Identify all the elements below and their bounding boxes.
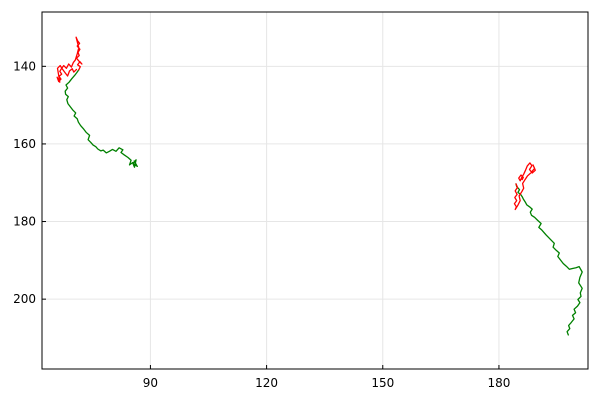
series-line-3 — [515, 183, 583, 336]
axis-ticks: 90 120 150 180 140 160 180 200 — [13, 59, 510, 390]
x-tick-label: 150 — [371, 376, 394, 390]
x-tick-label: 180 — [487, 376, 510, 390]
y-tick-label: 160 — [13, 137, 36, 151]
series-line-4 — [513, 162, 536, 211]
y-tick-label: 200 — [13, 292, 36, 306]
trajectory-traces — [56, 36, 583, 336]
y-tick-label: 140 — [13, 59, 36, 73]
series-line-1 — [64, 69, 138, 168]
plot-frame — [41, 11, 589, 370]
grid — [42, 12, 588, 369]
series-line-2 — [56, 36, 83, 83]
y-tick-label: 180 — [13, 215, 36, 229]
x-tick-label: 120 — [255, 376, 278, 390]
x-tick-label: 90 — [143, 376, 158, 390]
